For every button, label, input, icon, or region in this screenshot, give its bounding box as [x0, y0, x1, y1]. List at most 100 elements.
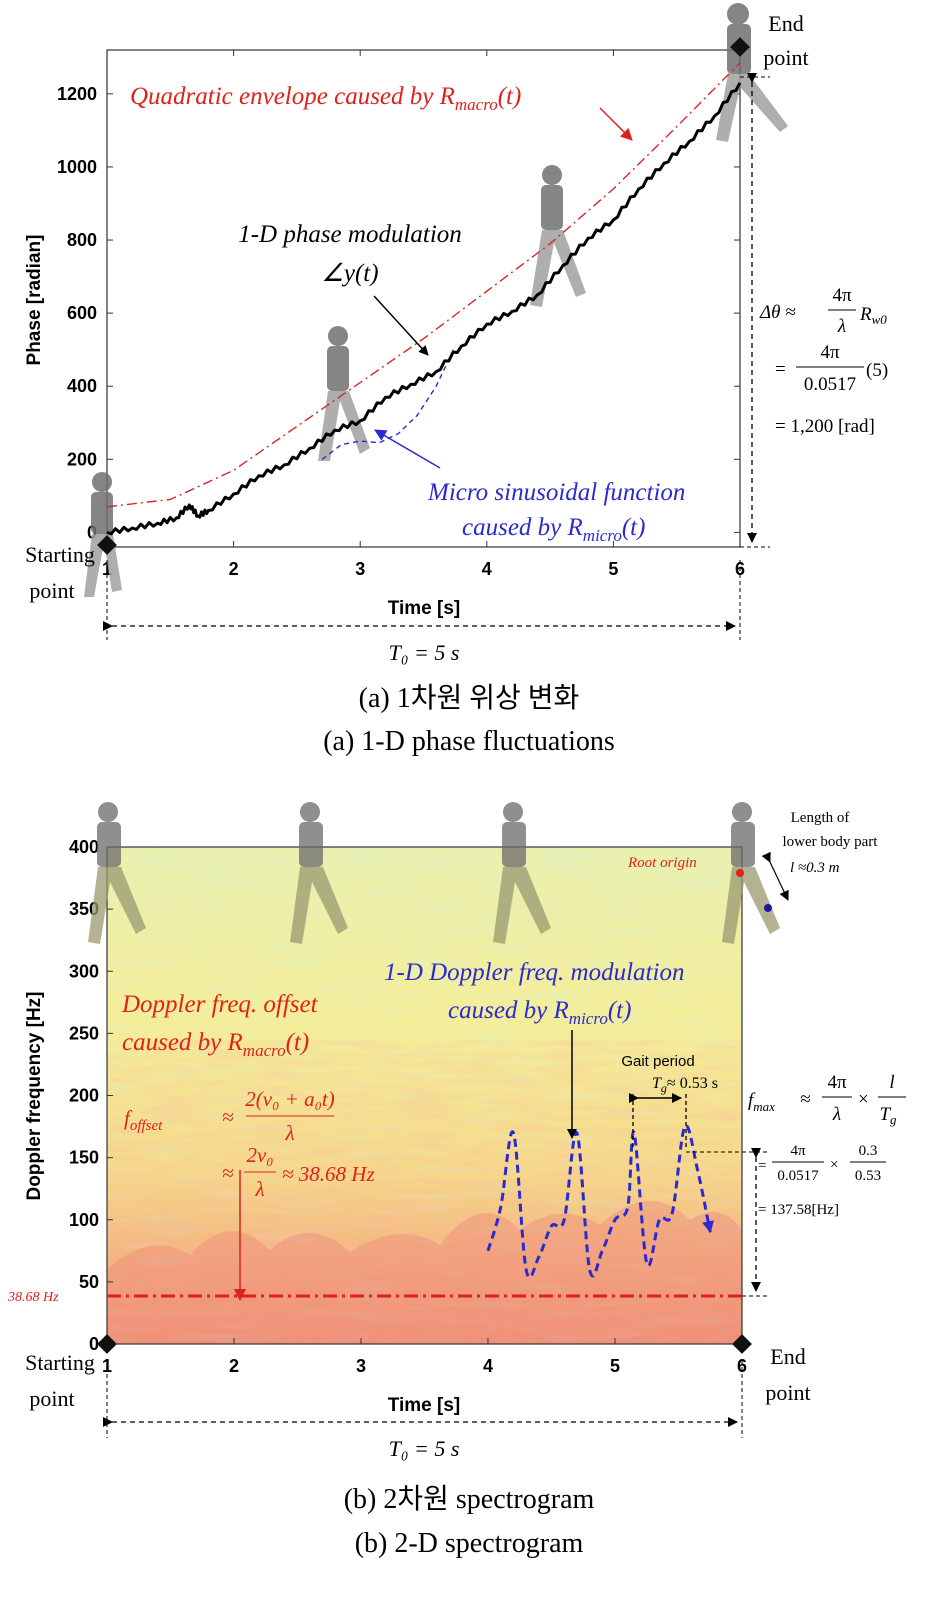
delta-theta-formula: Δθ ≈ 4π λ Rw0 = 4π 0.0517 (5) = 1,200 [r…	[759, 285, 888, 437]
start-label-a-2: point	[29, 578, 74, 603]
end-label-b: End	[770, 1344, 805, 1369]
y-tick-label: 400	[69, 837, 99, 857]
y-tick-label: 800	[67, 230, 97, 250]
x-tick-label: 2	[229, 1356, 239, 1376]
x-tick-label: 3	[355, 559, 365, 579]
x-tick-label: 6	[737, 1356, 747, 1376]
y-tick-label: 0	[89, 1334, 99, 1354]
caption-b-english: (b) 2-D spectrogram	[355, 1528, 584, 1559]
y-tick-label: 1200	[57, 84, 97, 104]
walker-icon	[88, 802, 780, 944]
svg-text:λ: λ	[254, 1177, 264, 1201]
root-origin-dot	[736, 869, 744, 877]
start-label-a: Starting	[25, 542, 95, 567]
svg-text:0.53: 0.53	[855, 1168, 881, 1184]
y-tick-label: 0	[87, 522, 97, 542]
svg-text:0.0517: 0.0517	[804, 374, 856, 395]
y-tick-label: 600	[67, 303, 97, 323]
start-label-b-2: point	[29, 1386, 74, 1411]
end-point-marker-b	[732, 1334, 752, 1354]
y-tick-label: 300	[69, 961, 99, 981]
offset-annotation-line1: Doppler freq. offset	[121, 991, 319, 1018]
y-tick-label: 100	[69, 1210, 99, 1230]
y-tick-label: 350	[69, 899, 99, 919]
t0-label-b: T₀ = 5 s	[389, 1436, 460, 1461]
knee-dot	[764, 904, 772, 912]
end-label-a: End	[768, 11, 803, 36]
start-label-b: Starting	[25, 1350, 95, 1375]
offset-formula: foffset ≈ 2(v₀ + a₀t) λ ≈ 2v₀ λ ≈ 38.68 …	[124, 1087, 375, 1201]
svg-text:λ: λ	[284, 1121, 294, 1145]
fmax-formula: fmax ≈ 4π λ × l Tg	[748, 1072, 906, 1127]
y-tick-label: 1000	[57, 157, 97, 177]
y-axis-b: 0 50 100 150 200 250 300 350 400	[69, 837, 113, 1354]
x-tick-label: 3	[356, 1356, 366, 1376]
gait-period-label: Gait period	[621, 1053, 694, 1070]
svg-text:=: =	[775, 359, 786, 380]
svg-text:Tg: Tg	[879, 1104, 897, 1127]
plot-frame-a	[106, 49, 741, 548]
svg-text:Δθ ≈: Δθ ≈	[759, 302, 796, 323]
y-axis-a: 0 200 400 600 800 1000 1200	[57, 84, 740, 542]
panel-b-spectrogram: 0 50 100 150 200 250 300 350 400 1 2 3 4 5 6 Doppler …	[7, 802, 906, 1559]
offset-frequency-label: 38.68 Hz	[7, 1290, 59, 1305]
svg-text:0.0517: 0.0517	[777, 1168, 819, 1184]
svg-text:λ: λ	[837, 316, 846, 337]
svg-text:Rw0: Rw0	[859, 304, 887, 327]
phase-modulation-line	[106, 82, 742, 536]
modulation-annotation-line1: 1-D Doppler freq. modulation	[384, 959, 684, 986]
svg-text:≈: ≈	[222, 1161, 234, 1185]
x-tick-label: 1	[102, 1356, 112, 1376]
svg-text:2v₀: 2v₀	[246, 1143, 273, 1167]
y-tick-label: 150	[69, 1148, 99, 1168]
phase-mod-arrow	[373, 295, 429, 356]
spectrogram-image	[107, 847, 742, 1344]
modulation-annotation-line2: caused by Rmicro(t)	[448, 997, 631, 1028]
y-tick-label: 50	[79, 1272, 99, 1292]
end-label-a-2: point	[763, 45, 808, 70]
x-tick-label: 4	[482, 559, 492, 579]
svg-text:λ: λ	[832, 1104, 841, 1125]
x-axis-label-a: Time [s]	[388, 598, 461, 619]
length-label-3: l ≈0.3 m	[790, 860, 840, 876]
x-tick-label: 2	[229, 559, 239, 579]
phase-mod-symbol: ∠y(t)	[321, 260, 378, 287]
y-axis-label-a: Phase [radian]	[24, 235, 45, 366]
y-axis-label-b: Doppler frequency [Hz]	[24, 991, 45, 1200]
doppler-modulation-curve	[486, 1124, 714, 1279]
y-tick-label: 400	[67, 376, 97, 396]
root-origin-label: Root origin	[627, 855, 697, 871]
svg-text:×: ×	[858, 1089, 869, 1110]
svg-text:= 137.58[Hz]: = 137.58[Hz]	[758, 1202, 839, 1218]
x-axis-label-b: Time [s]	[388, 1395, 461, 1416]
y-tick-label: 200	[67, 449, 97, 469]
svg-text:4π: 4π	[820, 342, 840, 363]
svg-text:4π: 4π	[827, 1072, 847, 1093]
svg-text:≈: ≈	[222, 1105, 234, 1129]
gait-period-value: Tg≈ 0.53 s	[652, 1075, 718, 1095]
envelope-arrow	[599, 107, 633, 141]
x-tick-label: 5	[608, 559, 618, 579]
x-tick-label: 4	[483, 1356, 493, 1376]
svg-text:4π: 4π	[790, 1143, 806, 1159]
quadratic-envelope-line	[106, 62, 741, 508]
micro-annotation-line2: caused by Rmicro(t)	[462, 514, 645, 545]
end-label-b-2: point	[765, 1380, 810, 1405]
svg-text:fmax: fmax	[748, 1090, 775, 1114]
length-label-2: lower body part	[783, 834, 879, 850]
svg-text:l: l	[889, 1072, 894, 1093]
micro-annotation-line1: Micro sinusoidal function	[427, 479, 685, 506]
svg-text:= 1,200 [rad]: = 1,200 [rad]	[775, 416, 875, 437]
svg-text:2(v₀ + a₀t): 2(v₀ + a₀t)	[245, 1087, 334, 1111]
phase-mod-annotation: 1-D phase modulation	[238, 221, 462, 248]
t0-label-a: T₀ = 5 s	[389, 640, 460, 665]
svg-text:≈ 38.68 Hz: ≈ 38.68 Hz	[282, 1162, 375, 1186]
caption-a-korean: (a) 1차원 위상 변화	[359, 682, 580, 714]
y-tick-label: 250	[69, 1023, 99, 1043]
svg-text:0.3: 0.3	[859, 1143, 878, 1159]
svg-text:×: ×	[830, 1157, 838, 1173]
length-label-1: Length of	[791, 810, 850, 826]
y-tick-label: 200	[69, 1086, 99, 1106]
